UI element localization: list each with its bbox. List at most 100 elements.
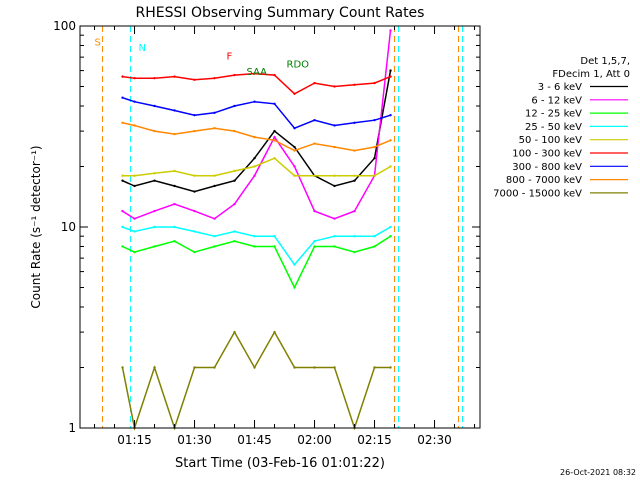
- series-8-point-8: [273, 330, 276, 334]
- series-0-point-1: [133, 184, 136, 188]
- series-0-point-5: [213, 184, 216, 188]
- y-tick-label-0: 1: [68, 421, 76, 435]
- series-4-point-14: [389, 165, 392, 168]
- series-4-point-8: [273, 156, 276, 160]
- x-axis-label: Start Time (03-Feb-16 01:01:22): [175, 456, 385, 471]
- series-7-point-3: [173, 132, 176, 136]
- legend-label-4: 50 - 100 keV: [519, 135, 583, 146]
- legend-header-0: Det 1,5,7,: [580, 56, 630, 67]
- series-0-point-3: [173, 184, 176, 188]
- series-0-point-8: [273, 129, 276, 133]
- axes-layer: 1 10 100 01:15 01:30 01:45 02:00 02:15 02:30: [53, 19, 480, 447]
- series-2-point-7: [253, 245, 256, 248]
- annotation-label-0: S: [95, 37, 101, 48]
- series-5-point-7: [253, 72, 256, 75]
- series-8-point-5: [213, 366, 216, 369]
- series-7-point-9: [293, 149, 296, 152]
- series-1-point-4: [193, 209, 196, 213]
- series-3-point-13: [373, 234, 376, 238]
- series-1-point-2: [153, 209, 156, 213]
- series-1-point-6: [233, 202, 236, 206]
- series-6-point-0: [121, 96, 124, 99]
- series-0-point-11: [333, 184, 336, 188]
- series-3-point-6: [233, 230, 236, 233]
- series-2-point-1: [133, 250, 136, 254]
- legend-label-8: 7000 - 15000 keV: [493, 188, 582, 199]
- series-7-point-14: [389, 139, 392, 142]
- series-0-point-12: [353, 179, 356, 182]
- series-2-point-10: [313, 245, 316, 248]
- x-tick-label-1: 01:30: [177, 433, 212, 447]
- series-7-point-13: [373, 145, 376, 149]
- annotation-label-3: SAA: [247, 67, 268, 78]
- series-8-point-6: [233, 330, 236, 334]
- series-2-point-13: [373, 245, 376, 248]
- series-8-point-13: [373, 366, 376, 369]
- series-8-point-9: [293, 366, 296, 369]
- legend-label-0: 3 - 6 keV: [538, 82, 582, 93]
- legend-label-1: 6 - 12 keV: [531, 95, 582, 106]
- series-7-point-4: [193, 129, 196, 133]
- series-2-point-14: [389, 234, 392, 238]
- series-5-point-5: [213, 76, 216, 80]
- series-6-point-9: [293, 127, 296, 130]
- series-1-point-10: [313, 209, 316, 213]
- series-7-point-6: [233, 129, 236, 133]
- series-5-point-1: [133, 76, 136, 80]
- series-6-point-3: [173, 109, 176, 112]
- series-6-point-5: [213, 111, 216, 114]
- x-tick-label-2: 01:45: [237, 433, 272, 447]
- series-1-point-5: [213, 217, 216, 220]
- series-1-point-3: [173, 202, 176, 206]
- series-7-point-12: [353, 149, 356, 152]
- series-3-point-2: [153, 225, 156, 229]
- series-0-point-7: [253, 156, 256, 160]
- legend-label-2: 12 - 25 keV: [525, 109, 582, 120]
- series-1-point-9: [293, 165, 296, 168]
- series-2-point-6: [233, 239, 236, 243]
- series-3-point-12: [353, 234, 356, 238]
- series-3-point-8: [273, 234, 276, 238]
- series-6-point-4: [193, 113, 196, 117]
- annotation-label-2: F: [227, 52, 233, 63]
- series-5-point-11: [333, 85, 336, 88]
- series-4-point-10: [313, 174, 316, 177]
- series-0-point-13: [373, 156, 376, 160]
- series-3-point-0: [121, 225, 124, 229]
- series-6-point-10: [313, 118, 316, 122]
- series-6-point-1: [133, 100, 136, 103]
- y-tick-label-1: 10: [61, 220, 76, 234]
- series-5-point-3: [173, 75, 176, 78]
- series-3-point-14: [389, 225, 392, 229]
- series-2-point-2: [153, 245, 156, 248]
- series-3-point-3: [173, 225, 176, 229]
- series-0-point-2: [153, 179, 156, 182]
- series-5-point-2: [153, 76, 156, 80]
- x-tick-label-0: 01:15: [117, 433, 152, 447]
- series-6-point-13: [373, 118, 376, 122]
- series-4-point-7: [253, 165, 256, 168]
- series-4-point-0: [121, 174, 124, 177]
- series-2-point-3: [173, 239, 176, 243]
- series-0-point-4: [193, 190, 196, 193]
- series-2-point-4: [193, 250, 196, 254]
- series-0-point-0: [121, 179, 124, 182]
- series-5-point-12: [353, 83, 356, 86]
- series-5-point-4: [193, 78, 196, 81]
- series-1-point-11: [333, 217, 336, 220]
- series-8-point-14: [389, 366, 392, 369]
- x-tick-label-5: 02:30: [417, 433, 452, 447]
- series-5-point-13: [373, 81, 376, 85]
- series-8-point-11: [333, 366, 336, 369]
- series-7-point-10: [313, 142, 316, 145]
- series-1-point-14: [389, 29, 392, 32]
- series-4-point-11: [333, 174, 336, 177]
- series-5-point-6: [233, 73, 236, 77]
- series-6-point-2: [153, 104, 156, 108]
- series-2-point-9: [293, 286, 296, 289]
- series-4-point-5: [213, 174, 216, 177]
- legend-header-1: FDecim 1, Att 0: [552, 69, 630, 80]
- series-2-point-12: [353, 250, 356, 254]
- generated-timestamp: 26-Oct-2021 08:32: [560, 468, 636, 477]
- series-7-point-7: [253, 135, 256, 139]
